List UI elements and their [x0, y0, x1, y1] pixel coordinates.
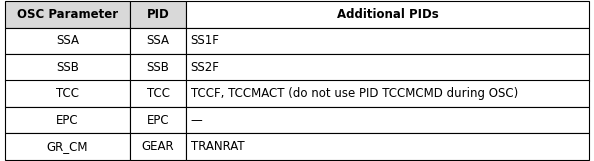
- Bar: [131, 80, 186, 107]
- Bar: [5, 54, 131, 80]
- Bar: [186, 54, 589, 80]
- Text: GEAR: GEAR: [142, 140, 175, 153]
- Bar: [5, 133, 131, 160]
- Text: SS2F: SS2F: [191, 61, 220, 74]
- Text: TCC: TCC: [56, 87, 79, 100]
- Bar: [131, 28, 186, 54]
- Bar: [5, 1, 131, 28]
- Text: TCC: TCC: [147, 87, 170, 100]
- Text: EPC: EPC: [56, 114, 79, 127]
- Text: SSB: SSB: [56, 61, 79, 74]
- Bar: [186, 28, 589, 54]
- Bar: [186, 133, 589, 160]
- Text: TCCF, TCCMACT (do not use PID TCCMCMD during OSC): TCCF, TCCMACT (do not use PID TCCMCMD du…: [191, 87, 518, 100]
- Text: SSA: SSA: [147, 34, 170, 47]
- Bar: [131, 1, 186, 28]
- Text: SSA: SSA: [56, 34, 79, 47]
- Text: SS1F: SS1F: [191, 34, 220, 47]
- Bar: [131, 133, 186, 160]
- Text: Additional PIDs: Additional PIDs: [337, 8, 438, 21]
- Text: —: —: [191, 114, 203, 127]
- Text: TRANRAT: TRANRAT: [191, 140, 244, 153]
- Bar: [5, 28, 131, 54]
- Text: GR_CM: GR_CM: [47, 140, 89, 153]
- Bar: [131, 107, 186, 133]
- Bar: [5, 107, 131, 133]
- Text: SSB: SSB: [147, 61, 170, 74]
- Bar: [186, 1, 589, 28]
- Text: OSC Parameter: OSC Parameter: [17, 8, 118, 21]
- Bar: [186, 107, 589, 133]
- Text: EPC: EPC: [147, 114, 169, 127]
- Text: PID: PID: [147, 8, 169, 21]
- Bar: [131, 54, 186, 80]
- Bar: [5, 80, 131, 107]
- Bar: [186, 80, 589, 107]
